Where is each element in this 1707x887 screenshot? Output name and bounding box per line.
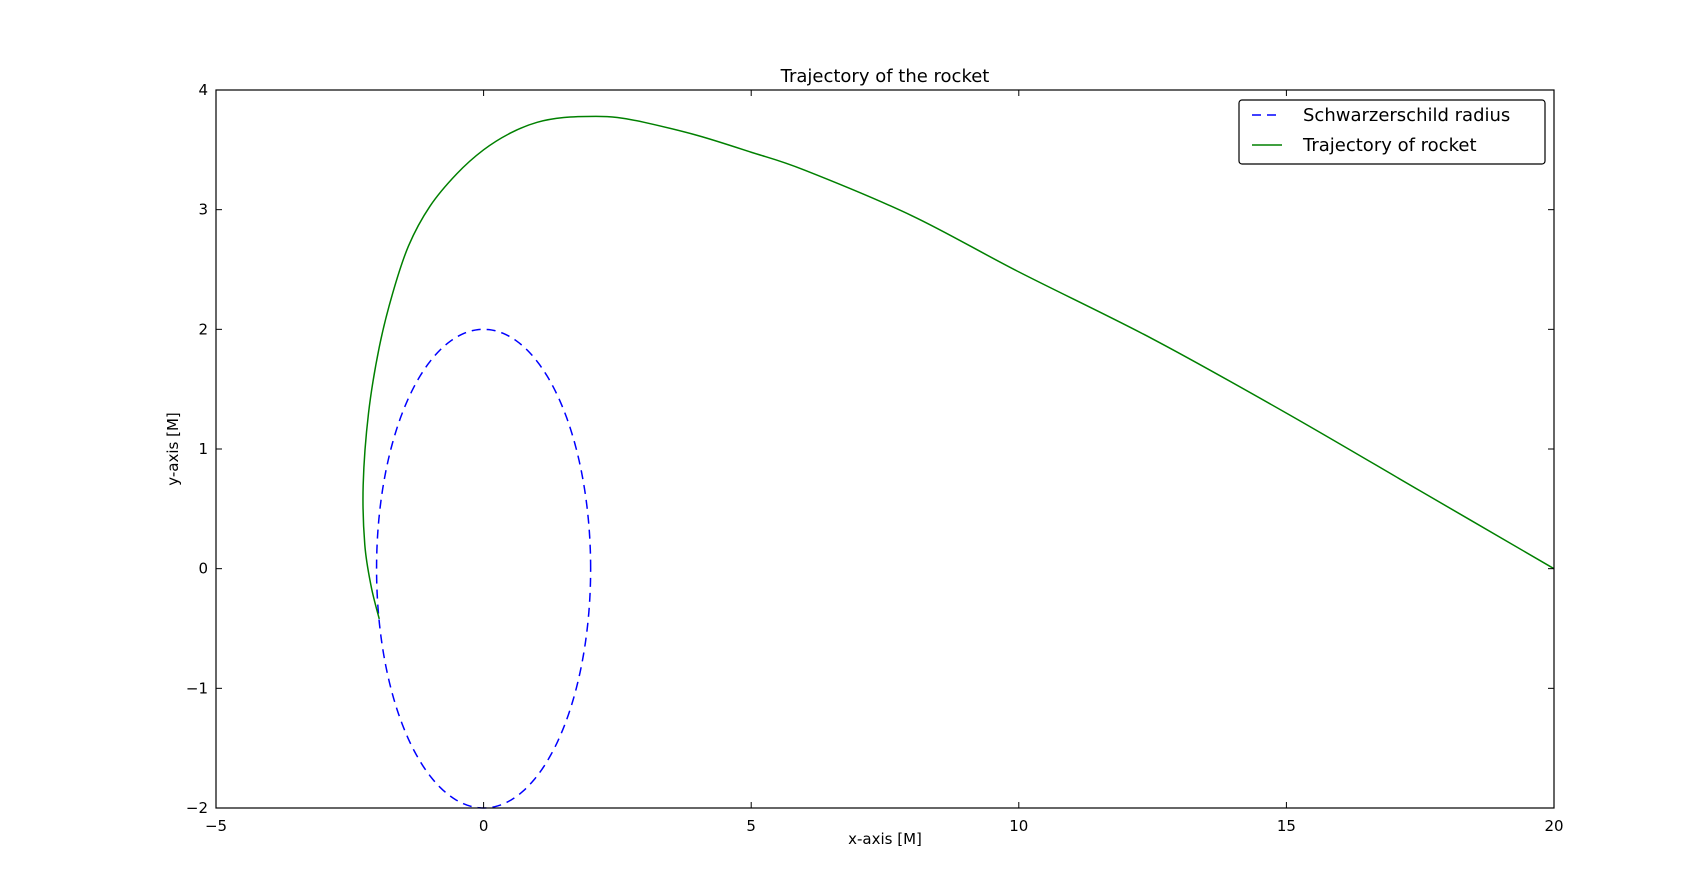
y-tick-label-1: −1 bbox=[186, 679, 208, 697]
x-tick-label-0: −5 bbox=[205, 817, 227, 835]
series-line-1 bbox=[362, 115, 1555, 620]
y-axis-label: y-axis [M] bbox=[164, 412, 182, 486]
legend-label-schwarzschild: Schwarzerschild radius bbox=[1303, 105, 1510, 126]
y-tick-label-5: 3 bbox=[198, 201, 208, 219]
legend-box bbox=[1238, 99, 1546, 165]
chart-title: Trajectory of the rocket bbox=[780, 66, 990, 87]
series-line-0 bbox=[375, 328, 592, 809]
y-tick-label-6: 4 bbox=[198, 81, 208, 99]
legend: Schwarzerschild radius Trajectory of roc… bbox=[1238, 99, 1546, 165]
x-tick-label-3: 10 bbox=[1009, 817, 1028, 835]
x-axis-label: x-axis [M] bbox=[848, 830, 922, 848]
x-tick-label-5: 20 bbox=[1544, 817, 1563, 835]
x-tick-label-1: 0 bbox=[479, 817, 489, 835]
series-layer bbox=[362, 115, 1555, 809]
legend-label-trajectory: Trajectory of rocket bbox=[1302, 135, 1477, 156]
x-tick-label-2: 5 bbox=[746, 817, 756, 835]
y-tick-label-3: 1 bbox=[198, 440, 208, 458]
ticks-layer: −5 0 5 10 15 20 −2 −1 0 1 2 3 4 bbox=[186, 81, 1564, 835]
plot-area bbox=[216, 90, 1554, 808]
y-tick-label-4: 2 bbox=[198, 320, 208, 338]
y-tick-label-0: −2 bbox=[186, 799, 208, 817]
y-tick-label-2: 0 bbox=[198, 560, 208, 578]
x-tick-label-4: 15 bbox=[1277, 817, 1296, 835]
